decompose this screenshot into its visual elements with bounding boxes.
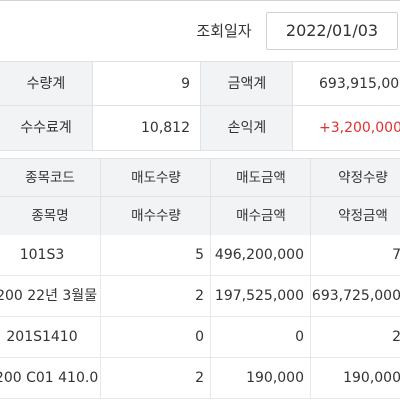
cell-quantity: 5 xyxy=(100,235,210,275)
query-date-input[interactable]: 2022/01/03 xyxy=(266,12,398,50)
summary-row: 수량계 9 금액계 693,915,000 xyxy=(0,61,400,106)
summary-row: 수수료계 10,812 손익계 +3,200,000 xyxy=(0,105,400,151)
cell-amount: 190,000 xyxy=(210,358,310,398)
query-date-label: 조회일자 xyxy=(196,22,252,40)
cell-amount: 0 xyxy=(210,317,310,357)
cell-quantity: 2 xyxy=(100,358,210,398)
cell-quantity: 0 xyxy=(100,317,210,357)
cell-item: 201S1410 xyxy=(6,329,78,345)
summary-value-fee-total: 10,812 xyxy=(92,106,200,150)
cell-contract: 190,000 xyxy=(310,358,400,398)
header-sell-quantity[interactable]: 매도수량 xyxy=(100,159,211,197)
cell-item: 101S3 xyxy=(19,247,65,263)
table-row[interactable]: 101S3 5 496,200,000 7 xyxy=(0,235,400,276)
cell-item: K200 C01 410.0 xyxy=(0,370,99,386)
cell-item: K200 22년 3월물 xyxy=(0,288,98,304)
execution-grid: 종목코드 매도수량 매도금액 약정수량 종목명 매수수량 매수금액 약정금액 1… xyxy=(0,158,400,400)
header-buy-quantity[interactable]: 매수수량 xyxy=(100,197,211,235)
table-row[interactable]: K200 22년 3월물 2 197,525,000 693,725,000 xyxy=(0,276,400,317)
cell-contract-text: 693,725,000 xyxy=(311,288,400,304)
top-divider xyxy=(0,0,400,1)
header-contract-quantity[interactable]: 약정수량 xyxy=(310,159,400,197)
cell-contract-text: 2 xyxy=(392,317,400,357)
cell-contract: 7 xyxy=(310,235,400,275)
summary-label-profit-total: 손익계 xyxy=(200,106,293,150)
cell-contract: 693,725,000 xyxy=(310,276,400,316)
summary-label-quantity-total: 수량계 xyxy=(0,62,92,106)
cell-amount: 496,200,000 xyxy=(210,235,310,275)
cell-contract-text: 190,000 xyxy=(343,370,400,386)
header-item-name[interactable]: 종목명 xyxy=(31,208,69,224)
cell-contract-text: 7 xyxy=(392,235,400,275)
grid-header-row: 종목명 매수수량 매수금액 약정금액 xyxy=(0,196,400,236)
header-buy-amount[interactable]: 매수금액 xyxy=(210,197,311,235)
summary-table: 수량계 9 금액계 693,915,000 수수료계 10,812 손익계 +3… xyxy=(0,61,400,151)
cell-quantity: 2 xyxy=(100,276,210,316)
cell-contract: 2 xyxy=(310,317,400,357)
header-contract-amount[interactable]: 약정금액 xyxy=(310,197,400,235)
summary-value-profit-total: +3,200,000 xyxy=(292,106,400,150)
summary-label-amount-total: 금액계 xyxy=(200,62,293,106)
cell-amount: 197,525,000 xyxy=(210,276,310,316)
table-row[interactable]: 201S1410 0 0 2 xyxy=(0,317,400,358)
header-sell-amount[interactable]: 매도금액 xyxy=(210,159,311,197)
header-item-code[interactable]: 종목코드 xyxy=(25,170,75,186)
summary-label-fee-total: 수수료계 xyxy=(0,106,92,150)
table-row[interactable]: K200 C01 410.0 2 190,000 190,000 xyxy=(0,358,400,399)
summary-value-amount-total: 693,915,000 xyxy=(292,62,400,106)
grid-header-row: 종목코드 매도수량 매도금액 약정수량 xyxy=(0,158,400,197)
summary-value-quantity-total: 9 xyxy=(92,62,200,106)
